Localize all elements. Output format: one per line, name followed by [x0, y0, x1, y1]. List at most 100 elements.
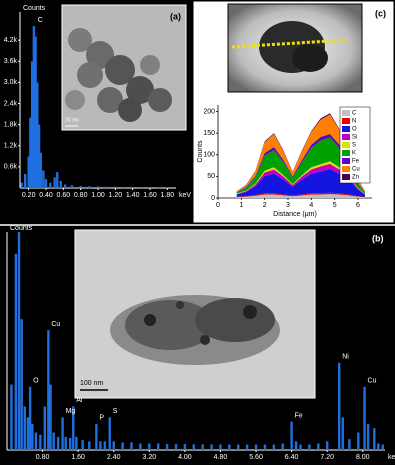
spectrum-bar [377, 443, 380, 450]
spectrum-bar [30, 61, 34, 188]
legend-label: Fe [352, 159, 360, 165]
peak-label: Ni [342, 354, 349, 361]
y-axis-label: Counts [23, 5, 46, 12]
spectrum-bar [44, 179, 48, 188]
spectrum-bar [290, 421, 293, 450]
spectrum-bar [59, 180, 62, 188]
y-axis-label: Counts [197, 140, 204, 163]
spectrum-bar [325, 441, 329, 450]
legend-swatch [342, 134, 350, 140]
y-tick-label: 100 [203, 152, 215, 159]
tem-inset-a: 20 nm [61, 4, 187, 131]
spectrum-bar [219, 444, 222, 450]
x-tick-label: 6.40 [285, 454, 299, 461]
legend-swatch [342, 166, 350, 172]
spectrum-bar [363, 386, 366, 450]
spectrum-bar [122, 186, 126, 188]
legend-swatch [342, 110, 350, 116]
peak-label: C [38, 17, 43, 24]
peak-label: Al [76, 397, 83, 404]
spectrum-bar [166, 187, 169, 188]
spectrum-bar [174, 443, 178, 450]
spectrum-bar [263, 444, 267, 450]
spectrum-bar [37, 124, 41, 188]
x-tick-label: 1.20 [109, 192, 123, 199]
spectrum-bar [14, 253, 18, 450]
y-tick-label: 200 [203, 108, 215, 115]
x-axis-label: keV [388, 454, 395, 461]
area-series [236, 137, 365, 194]
spectrum-bar [72, 406, 75, 450]
y-tick-label: 3.0k [4, 79, 18, 86]
y-tick-label: 2.4k [4, 100, 18, 107]
spectrum-bar [75, 436, 78, 450]
peak-label: Cu [51, 321, 60, 328]
spectrum-bar [88, 441, 91, 450]
spectrum-bar [32, 26, 36, 188]
spectrum-bar [47, 330, 50, 450]
x-tick-label: 5 [333, 202, 337, 209]
spectrum-bar [29, 117, 32, 188]
legend-swatch [342, 118, 350, 124]
spectrum-bar [42, 170, 45, 188]
stem-image-c [227, 3, 363, 93]
area-series [236, 194, 365, 198]
spectrum-bar [64, 436, 67, 450]
spectrum-bar [139, 443, 142, 450]
x-tick-label: 1 [239, 202, 243, 209]
spectrum-bar [103, 441, 107, 450]
y-tick-label: 1.2k [4, 143, 18, 150]
panel-label: (b) [372, 233, 384, 243]
spectrum-bar [157, 186, 160, 188]
spectrum-bar [157, 443, 160, 450]
spectrum-bar [61, 417, 64, 450]
spectrum-bar [105, 186, 108, 188]
spectrum-bar [237, 444, 240, 450]
spectrum-bar [183, 443, 187, 450]
spectrum-bar [96, 186, 100, 188]
area-series [236, 192, 365, 198]
legend-swatch [342, 126, 350, 132]
peak-label: P [99, 415, 104, 422]
spectrum-bar [52, 432, 55, 450]
spectrum-bar [34, 36, 37, 188]
insets: 20 nm (a) 100 nm (b) (c) [61, 3, 386, 399]
spectrum-bar [49, 384, 52, 450]
spectrum-bar [27, 156, 30, 188]
legend-swatch [342, 142, 350, 148]
spectrum-bar [148, 186, 152, 188]
spectrum-bar [210, 444, 213, 450]
x-tick-label: 0.60 [57, 192, 71, 199]
spectrum-bar [114, 186, 117, 188]
peak-label: Cu [368, 378, 377, 385]
marks [236, 113, 365, 198]
panel-label: (c) [375, 8, 386, 18]
legend-label: C [352, 111, 357, 117]
legend-label: Si [352, 135, 357, 141]
spectrum-bar [10, 384, 13, 450]
spectrum-bar [68, 438, 72, 450]
legend-swatch [342, 174, 350, 180]
spectrum-bar [165, 443, 169, 450]
legend-label: S [352, 143, 356, 149]
area-series [236, 114, 365, 192]
x-tick-label: 4.00 [178, 454, 192, 461]
area-series [236, 133, 365, 193]
spectrum-bar [56, 436, 60, 450]
spectrum-bar [317, 443, 320, 450]
y-tick-label: 3.6k [4, 58, 18, 65]
x-axis-label: keV [179, 192, 191, 199]
peak-label: O [33, 378, 39, 385]
scale-bar-label: 100 nm [80, 380, 104, 387]
spectrum-bar [131, 186, 134, 188]
spectrum-bar [272, 444, 276, 450]
x-tick-label: 0.20 [22, 192, 36, 199]
spectrum-bar [39, 152, 42, 188]
spectrum-bar [36, 82, 39, 188]
spectrum-bar [254, 444, 258, 450]
spectrum-bar [70, 185, 74, 188]
x-tick-label: 4.80 [214, 454, 228, 461]
x-tick-label: 2 [263, 202, 267, 209]
spectrum-bar [130, 442, 133, 450]
